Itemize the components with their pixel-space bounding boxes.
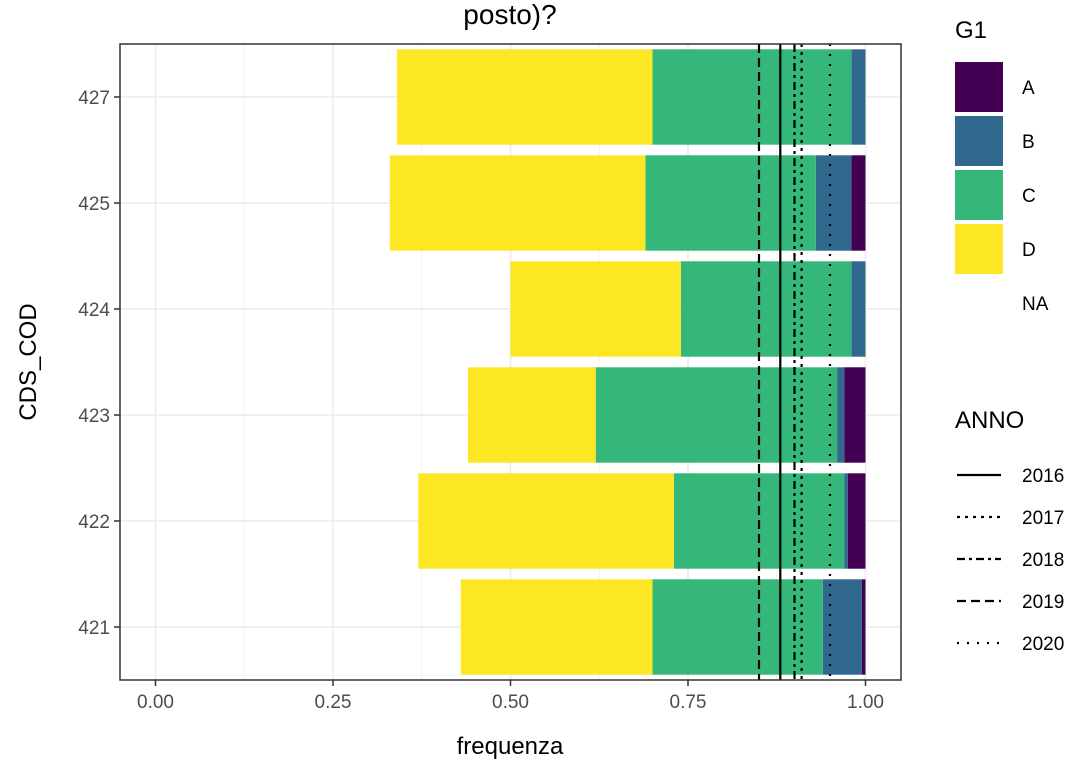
legend-swatch-A	[955, 62, 1003, 112]
x-tick-label: 0.25	[315, 692, 352, 713]
bar-segment-B-425	[815, 155, 852, 251]
bar-segment-D-425	[389, 155, 646, 251]
legend-swatch-D	[955, 224, 1003, 274]
bar-segment-C-425	[645, 155, 816, 251]
bar-segment-A-423	[844, 367, 866, 463]
legend-swatch-C	[955, 170, 1003, 220]
bar-segment-C-427	[652, 49, 852, 145]
x-tick-label: 0.00	[137, 692, 174, 713]
legend-label-A: A	[1022, 78, 1035, 99]
legend-label-NA: NA	[1022, 294, 1049, 315]
y-tick-label: 423	[78, 406, 110, 427]
bar-segment-D-423	[467, 367, 596, 463]
x-tick-label: 1.00	[847, 692, 884, 713]
legend-line-label-2019: 2019	[1022, 592, 1064, 613]
bar-segment-B-421	[822, 579, 862, 675]
legend-swatch-B	[955, 116, 1003, 166]
bar-segment-D-421	[460, 579, 653, 675]
legend-label-B: B	[1022, 132, 1035, 153]
bar-segment-B-424	[851, 261, 866, 357]
legend-label-D: D	[1022, 240, 1036, 261]
fill-legend: G1 A B C D NA	[955, 17, 1049, 315]
bar-segment-C-424	[680, 261, 852, 357]
bar-segment-D-427	[396, 49, 653, 145]
bar-segment-C-423	[595, 367, 838, 463]
bar-segment-B-422	[844, 473, 848, 569]
bar-segment-A-421	[861, 579, 866, 675]
legend-label-C: C	[1022, 186, 1036, 207]
bar-segment-D-424	[510, 261, 681, 357]
legend-line-label-2017: 2017	[1022, 508, 1064, 529]
line-legend-title: ANNO	[955, 407, 1024, 434]
y-axis-title: CDS_COD	[15, 303, 42, 420]
legend-line-label-2016: 2016	[1022, 466, 1064, 487]
y-axis-ticks: 427 425 424 423 422 421	[78, 88, 120, 639]
fill-legend-title: G1	[955, 17, 987, 44]
chart-title: posto)?	[463, 0, 556, 30]
bars	[389, 49, 866, 675]
x-axis-ticks: 0.00 0.25 0.50 0.75 1.00	[137, 680, 884, 713]
reference-lines	[757, 44, 832, 680]
bar-segment-D-422	[418, 473, 674, 569]
x-tick-label: 0.50	[492, 692, 529, 713]
bar-segment-B-427	[851, 49, 866, 145]
bar-segment-A-422	[847, 473, 866, 569]
legend-line-label-2018: 2018	[1022, 550, 1064, 571]
bar-segment-C-421	[652, 579, 823, 675]
y-tick-label: 425	[78, 194, 110, 215]
y-tick-label: 421	[78, 618, 110, 639]
x-tick-label: 0.75	[670, 692, 707, 713]
bar-segment-B-423	[837, 367, 845, 463]
line-legend: ANNO 2016 2017 2018 2019 2020	[955, 407, 1064, 655]
y-tick-label: 424	[78, 300, 110, 321]
y-tick-label: 427	[78, 88, 110, 109]
legend-line-label-2020: 2020	[1022, 634, 1064, 655]
bar-segment-A-425	[851, 155, 866, 251]
x-axis-title: frequenza	[457, 733, 564, 760]
y-tick-label: 422	[78, 512, 110, 533]
